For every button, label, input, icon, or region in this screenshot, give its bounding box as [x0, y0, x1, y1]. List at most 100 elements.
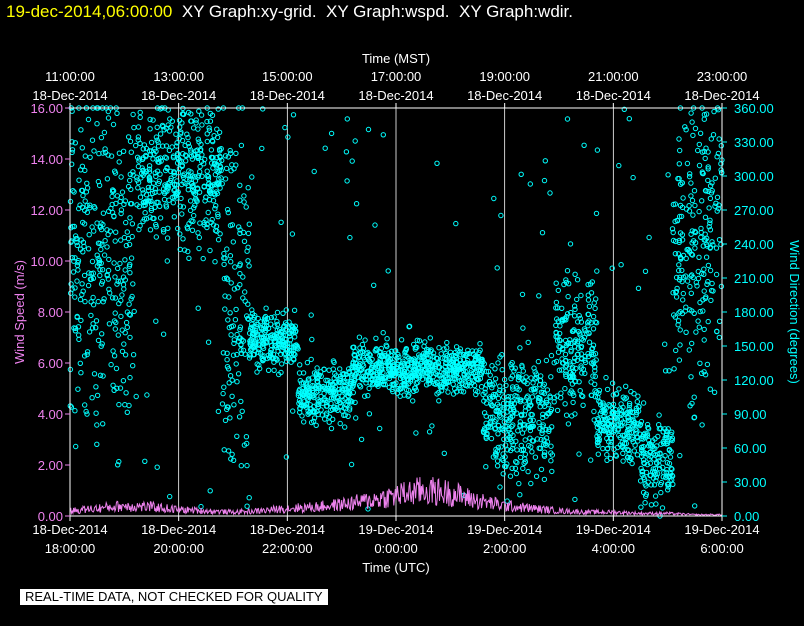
wdir-point	[127, 138, 134, 145]
wdir-point	[530, 417, 536, 423]
wdir-point	[403, 382, 409, 388]
wdir-point	[546, 428, 552, 434]
wdir-point	[344, 116, 350, 122]
wdir-point	[201, 222, 207, 228]
wdir-point	[237, 182, 243, 189]
wdir-point	[700, 243, 706, 249]
wdir-point	[516, 374, 522, 381]
wdir-point	[707, 227, 714, 233]
wdir-point	[238, 142, 245, 149]
wdir-point	[677, 213, 683, 220]
wdir-point	[582, 353, 588, 360]
wdir-point	[195, 136, 202, 142]
wdir-point	[504, 423, 510, 429]
wdir-point	[133, 393, 139, 400]
wdir-point	[705, 262, 712, 269]
wdir-point	[157, 203, 163, 210]
wdir-point	[676, 267, 682, 274]
wdir-point	[71, 325, 77, 331]
wdir-point	[648, 502, 655, 508]
wdir-point	[350, 389, 356, 396]
wdir-point	[450, 391, 457, 397]
wdir-point	[701, 116, 707, 122]
wdir-point	[265, 352, 271, 358]
wdir-point	[557, 330, 563, 337]
wdir-point	[548, 443, 554, 449]
wdir-point	[396, 387, 402, 393]
wdir-point	[155, 180, 162, 187]
wdir-point	[152, 170, 158, 176]
wdir-point	[540, 383, 546, 389]
wdir-point	[590, 326, 597, 332]
wdir-point	[100, 373, 106, 379]
wdir-point	[413, 387, 419, 393]
wdir-point	[620, 394, 626, 400]
wdir-point	[166, 128, 173, 134]
wdir-point	[92, 205, 98, 211]
wdir-point	[693, 329, 699, 335]
wdir-point	[208, 147, 215, 153]
wdir-point	[696, 254, 702, 260]
wdir-point	[111, 353, 118, 359]
wdir-point	[496, 403, 502, 409]
wdir-point	[318, 407, 324, 413]
wdir-point	[422, 353, 428, 359]
wdir-point	[104, 272, 110, 279]
wdir-point	[212, 206, 218, 212]
bottom-tick-time: 18:00:00	[45, 541, 96, 556]
wdir-point	[179, 111, 186, 117]
wdir-point	[624, 409, 630, 416]
wdir-point	[116, 300, 122, 307]
wdir-point	[229, 222, 236, 228]
wdir-point	[629, 409, 636, 415]
wdir-point	[362, 337, 368, 343]
top-tick-time: 11:00:00	[45, 69, 95, 84]
wdir-point	[127, 334, 133, 341]
wdir-point	[563, 317, 569, 323]
wdir-point	[120, 274, 127, 280]
wdir-point	[140, 172, 146, 179]
wdir-point	[76, 332, 82, 338]
wdir-point	[554, 305, 561, 311]
wdir-point	[708, 287, 715, 294]
wdir-point	[135, 185, 141, 191]
wdir-point	[193, 117, 199, 123]
wdir-point	[75, 258, 82, 264]
wdir-point	[558, 390, 564, 396]
right-tick-label: 60.00	[734, 441, 767, 456]
wdir-point	[360, 376, 366, 383]
wdir-point	[585, 297, 592, 303]
wdir-point	[696, 208, 702, 215]
wdir-point	[629, 436, 635, 442]
wdir-point	[475, 389, 481, 395]
wdir-point	[610, 409, 616, 415]
wdir-point	[617, 422, 623, 428]
wdir-point	[84, 209, 91, 216]
wdir-point	[217, 164, 224, 170]
wdir-point	[127, 312, 134, 318]
wdir-point	[82, 402, 88, 408]
wdir-point	[112, 295, 119, 301]
wdir-point	[642, 500, 648, 506]
wdir-point	[582, 370, 588, 377]
wdir-point	[495, 422, 502, 429]
wdir-point	[308, 356, 314, 363]
axes: 11:00:0018-Dec-201418-Dec-201418:00:0013…	[30, 69, 773, 556]
wspd-line	[69, 477, 723, 517]
wdir-point	[575, 328, 582, 335]
wdir-point	[503, 463, 509, 470]
wdir-point	[379, 366, 385, 373]
wdir-point	[237, 261, 243, 267]
wdir-point	[153, 224, 159, 230]
wdir-point	[160, 331, 167, 337]
wdir-point	[260, 356, 267, 362]
bottom-tick-date: 19-Dec-2014	[358, 522, 433, 537]
wdir-point	[549, 424, 555, 430]
wdir-point	[105, 115, 112, 121]
wdir-point	[91, 371, 98, 377]
wdir-point	[198, 146, 204, 153]
wdir-point	[680, 252, 687, 259]
wdir-point	[671, 366, 677, 372]
wdir-point	[125, 183, 132, 190]
wdir-point	[519, 291, 526, 298]
